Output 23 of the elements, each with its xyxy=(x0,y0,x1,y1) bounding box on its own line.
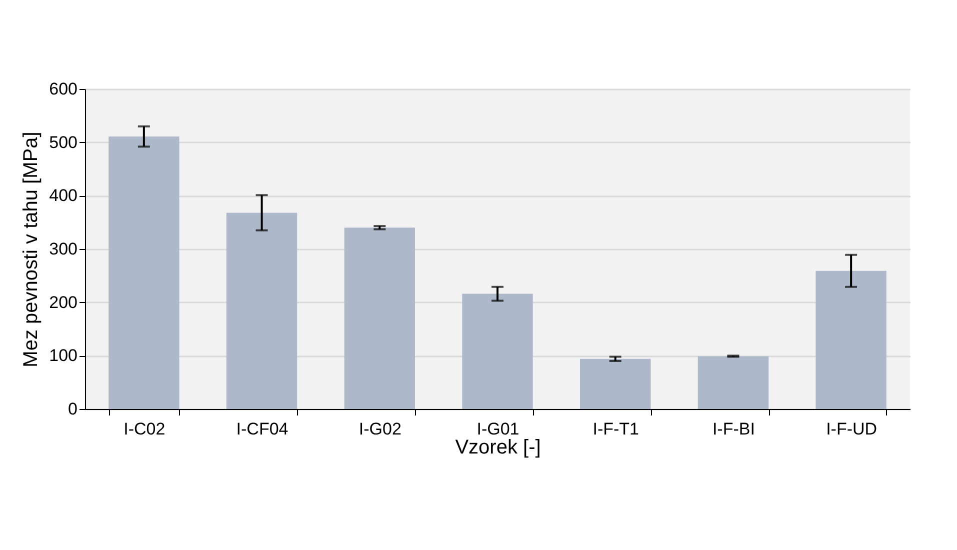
y-tick-label: 200 xyxy=(49,292,78,312)
y-tick-label: 400 xyxy=(49,186,78,206)
x-tick-label: I-F-UD xyxy=(826,420,878,438)
y-tick-label: 100 xyxy=(49,346,78,366)
bar xyxy=(698,356,769,409)
y-tick-label: 300 xyxy=(49,240,78,258)
bar xyxy=(580,358,651,409)
x-tick-label: I-F-T1 xyxy=(592,420,639,438)
y-tick-label: 0 xyxy=(68,400,78,418)
x-tick-label: I-G01 xyxy=(476,420,520,438)
y-tick-label: 500 xyxy=(49,132,78,152)
x-axis-title: Vzorek [-] xyxy=(455,436,541,458)
bar xyxy=(816,270,886,409)
x-tick-label: I-G02 xyxy=(358,420,402,438)
bar xyxy=(344,228,415,409)
y-tick-label: 600 xyxy=(49,80,78,98)
bar xyxy=(226,212,298,409)
x-tick-label: I-F-BI xyxy=(712,420,755,438)
y-axis-title: Mez pevnosti v tahu [MPa] xyxy=(20,132,42,368)
x-tick-label: I-CF04 xyxy=(236,420,288,438)
bar xyxy=(462,294,533,409)
x-tick-label: I-C02 xyxy=(124,420,166,438)
bar xyxy=(108,136,180,409)
